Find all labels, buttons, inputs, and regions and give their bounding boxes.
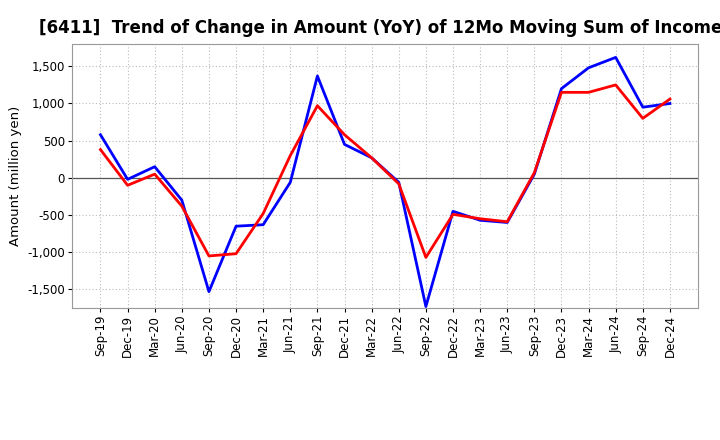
Net Income [449, 212, 457, 217]
Title: [6411]  Trend of Change in Amount (YoY) of 12Mo Moving Sum of Incomes: [6411] Trend of Change in Amount (YoY) o… [39, 19, 720, 37]
Net Income [341, 132, 349, 137]
Ordinary Income [395, 180, 403, 185]
Ordinary Income [557, 86, 566, 91]
Net Income [530, 170, 539, 175]
Ordinary Income [503, 220, 511, 225]
Ordinary Income [178, 198, 186, 203]
Ordinary Income [584, 65, 593, 70]
Net Income [96, 147, 105, 152]
Ordinary Income [232, 224, 240, 229]
Net Income [367, 155, 376, 161]
Net Income [476, 216, 485, 221]
Ordinary Income [341, 142, 349, 147]
Net Income [665, 96, 674, 102]
Net Income [395, 181, 403, 187]
Net Income [611, 82, 620, 88]
Net Income [639, 116, 647, 121]
Ordinary Income [639, 105, 647, 110]
Ordinary Income [449, 209, 457, 214]
Ordinary Income [259, 222, 268, 227]
Net Income [557, 90, 566, 95]
Ordinary Income [123, 177, 132, 182]
Ordinary Income [530, 172, 539, 177]
Line: Ordinary Income: Ordinary Income [101, 57, 670, 307]
Net Income [286, 153, 294, 158]
Ordinary Income [476, 218, 485, 223]
Ordinary Income [421, 304, 430, 309]
Net Income [150, 172, 159, 177]
Y-axis label: Amount (million yen): Amount (million yen) [9, 106, 22, 246]
Net Income [123, 183, 132, 188]
Ordinary Income [367, 155, 376, 161]
Ordinary Income [96, 132, 105, 137]
Net Income [204, 253, 213, 259]
Ordinary Income [313, 73, 322, 79]
Net Income [503, 219, 511, 224]
Ordinary Income [611, 55, 620, 60]
Ordinary Income [665, 101, 674, 106]
Net Income [259, 211, 268, 216]
Net Income [584, 90, 593, 95]
Net Income [421, 255, 430, 260]
Ordinary Income [150, 164, 159, 169]
Net Income [313, 103, 322, 108]
Net Income [178, 203, 186, 209]
Ordinary Income [204, 289, 213, 294]
Ordinary Income [286, 180, 294, 185]
Line: Net Income: Net Income [101, 85, 670, 257]
Net Income [232, 251, 240, 257]
